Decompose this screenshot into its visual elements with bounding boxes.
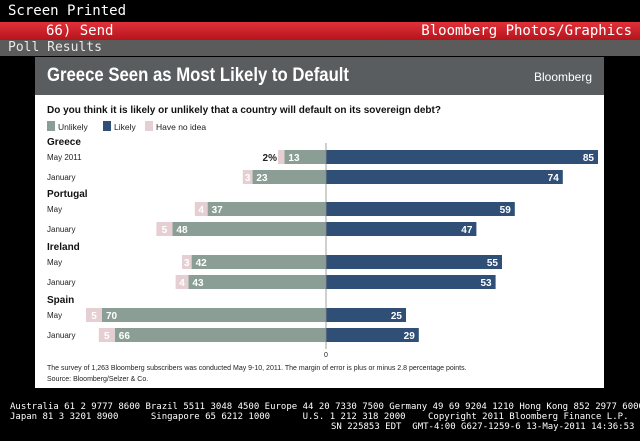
bar-no-idea bbox=[242, 170, 253, 184]
bar-unlikely bbox=[252, 170, 326, 184]
value-label-no-idea: 4 bbox=[198, 205, 204, 216]
value-label-no-idea: 5 bbox=[162, 225, 168, 236]
bar-likely bbox=[326, 170, 563, 184]
survey-question: Do you think it is likely or unlikely th… bbox=[47, 105, 441, 116]
value-label-unlikely: 13 bbox=[288, 153, 300, 164]
send-button[interactable]: 66) Send bbox=[46, 23, 114, 39]
bar-no-idea bbox=[86, 308, 102, 322]
legend-swatch-likely bbox=[103, 121, 111, 131]
country-label: Spain bbox=[47, 295, 74, 306]
bar-likely bbox=[326, 308, 406, 322]
chart-title: Greece Seen as Most Likely to Default bbox=[47, 65, 350, 86]
value-label-no-idea: 4 bbox=[179, 278, 185, 289]
value-label-no-idea: 5 bbox=[91, 311, 97, 322]
section-title: Bloomberg Photos/Graphics bbox=[421, 23, 632, 39]
bar-no-idea bbox=[175, 275, 189, 289]
value-label-unlikely: 66 bbox=[119, 331, 131, 342]
survey-note: The survey of 1,263 Bloomberg subscriber… bbox=[47, 365, 467, 372]
chart-panel: Greece Seen as Most Likely to Default Bl… bbox=[35, 57, 604, 388]
value-label-no-idea: 2% bbox=[263, 153, 278, 164]
zero-axis-label: 0 bbox=[324, 352, 328, 359]
country-label: Ireland bbox=[47, 242, 80, 253]
bar-no-idea bbox=[182, 255, 192, 269]
value-label-likely: 25 bbox=[391, 311, 403, 322]
legend-label-likely: Likely bbox=[114, 122, 136, 132]
value-label-likely: 85 bbox=[583, 153, 595, 164]
terminal-footer: Australia 61 2 9777 8600 Brazil 5511 304… bbox=[0, 394, 640, 441]
bar-no-idea bbox=[194, 202, 208, 216]
bar-likely bbox=[326, 328, 419, 342]
value-label-likely: 47 bbox=[461, 225, 473, 236]
footer-copyright: Copyright 2011 Bloomberg Finance L.P. bbox=[428, 412, 629, 422]
bar-unlikely bbox=[188, 275, 326, 289]
country-label: Greece bbox=[47, 137, 81, 148]
bar-unlikely bbox=[172, 222, 326, 236]
chart-header: Greece Seen as Most Likely to Default Bl… bbox=[35, 57, 604, 95]
value-label-likely: 55 bbox=[487, 258, 499, 269]
footer-contacts: Australia 61 2 9777 8600 Brazil 5511 304… bbox=[10, 402, 640, 412]
value-label-no-idea: 5 bbox=[104, 331, 110, 342]
bar-unlikely bbox=[284, 150, 326, 164]
bar-unlikely bbox=[207, 202, 326, 216]
value-label-unlikely: 43 bbox=[192, 278, 204, 289]
screen-printed-status: Screen Printed bbox=[8, 3, 127, 19]
footer-session-info: SN 225853 EDT GMT-4:00 G627-1259-6 13-Ma… bbox=[331, 422, 635, 432]
source-note: Source: Bloomberg/Selzer & Co. bbox=[47, 376, 148, 383]
value-label-no-idea: 3 bbox=[184, 258, 190, 269]
function-bar: 66) Send Bloomberg Photos/Graphics bbox=[0, 22, 640, 40]
period-label: May bbox=[47, 205, 62, 214]
period-label: January bbox=[47, 278, 75, 287]
bar-no-idea bbox=[98, 328, 115, 342]
country-label: Portugal bbox=[47, 189, 88, 200]
bloomberg-brand: Bloomberg bbox=[533, 70, 592, 84]
bar-unlikely bbox=[114, 328, 326, 342]
footer-contacts-2: Japan 81 3 3201 8900 Singapore 65 6212 1… bbox=[10, 412, 406, 422]
period-label: January bbox=[47, 225, 75, 234]
value-label-likely: 29 bbox=[404, 331, 416, 342]
poll-results-bar: Poll Results bbox=[0, 40, 640, 56]
bar-chart: Do you think it is likely or unlikely th… bbox=[47, 105, 598, 383]
bar-likely bbox=[326, 150, 598, 164]
value-label-likely: 59 bbox=[500, 205, 512, 216]
legend-label-no_idea: Have no idea bbox=[156, 122, 206, 132]
legend-swatch-unlikely bbox=[47, 121, 55, 131]
legend-label-unlikely: Unlikely bbox=[58, 122, 89, 132]
bar-likely bbox=[326, 275, 496, 289]
period-label: January bbox=[47, 173, 75, 182]
value-label-unlikely: 37 bbox=[212, 205, 224, 216]
value-label-likely: 74 bbox=[548, 173, 560, 184]
value-label-unlikely: 48 bbox=[176, 225, 188, 236]
period-label: May 2011 bbox=[47, 153, 82, 162]
bar-likely bbox=[326, 202, 515, 216]
legend-swatch-no_idea bbox=[145, 121, 153, 131]
bar-unlikely bbox=[191, 255, 326, 269]
period-label: May bbox=[47, 258, 62, 267]
period-label: January bbox=[47, 331, 75, 340]
value-label-unlikely: 70 bbox=[106, 311, 118, 322]
bar-no-idea bbox=[156, 222, 173, 236]
period-label: May bbox=[47, 311, 62, 320]
bar-likely bbox=[326, 255, 502, 269]
value-label-no-idea: 3 bbox=[245, 173, 251, 184]
bar-likely bbox=[326, 222, 477, 236]
value-label-likely: 53 bbox=[480, 278, 492, 289]
bar-unlikely bbox=[102, 308, 326, 322]
value-label-unlikely: 42 bbox=[196, 258, 208, 269]
bar-no-idea bbox=[278, 150, 285, 164]
poll-results-label: Poll Results bbox=[8, 40, 102, 55]
value-label-unlikely: 23 bbox=[256, 173, 268, 184]
